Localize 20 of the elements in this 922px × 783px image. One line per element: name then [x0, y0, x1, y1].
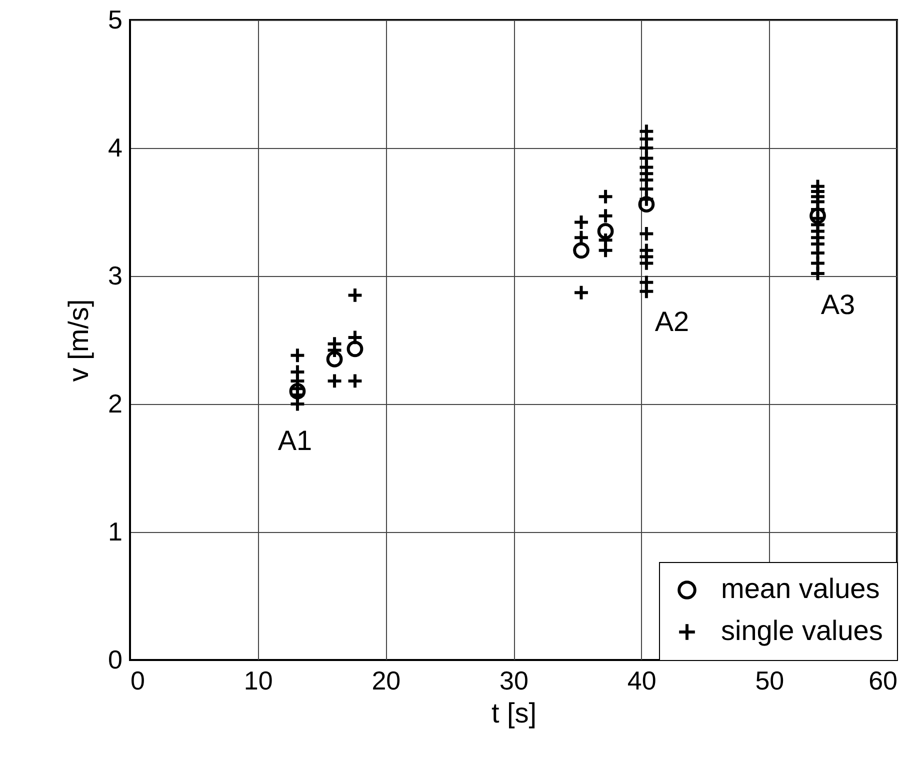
x-tick-label: 30	[500, 666, 528, 696]
x-tick-label: 0	[130, 666, 145, 696]
y-tick-label: 2	[108, 388, 122, 418]
legend-label: single values	[721, 615, 883, 646]
y-axis-title: v [m/s]	[63, 299, 94, 382]
y-tick-label: 5	[108, 4, 122, 34]
y-tick-label: 3	[108, 260, 122, 290]
legend-label: mean values	[721, 573, 880, 604]
x-tick-label: 20	[372, 666, 401, 696]
x-axis-title: t [s]	[491, 698, 537, 728]
y-tick-label: 1	[108, 516, 122, 546]
x-tick-label: 10	[244, 666, 273, 696]
y-tick-label: 4	[108, 132, 122, 162]
x-tick-label: 60	[868, 666, 898, 696]
x-tick-label: 50	[755, 666, 784, 696]
annotation: A1	[278, 425, 312, 456]
annotation: A3	[820, 289, 856, 320]
annotation: A2	[654, 306, 690, 337]
y-tick-label: 0	[108, 644, 122, 674]
x-tick-label: 40	[627, 666, 656, 696]
